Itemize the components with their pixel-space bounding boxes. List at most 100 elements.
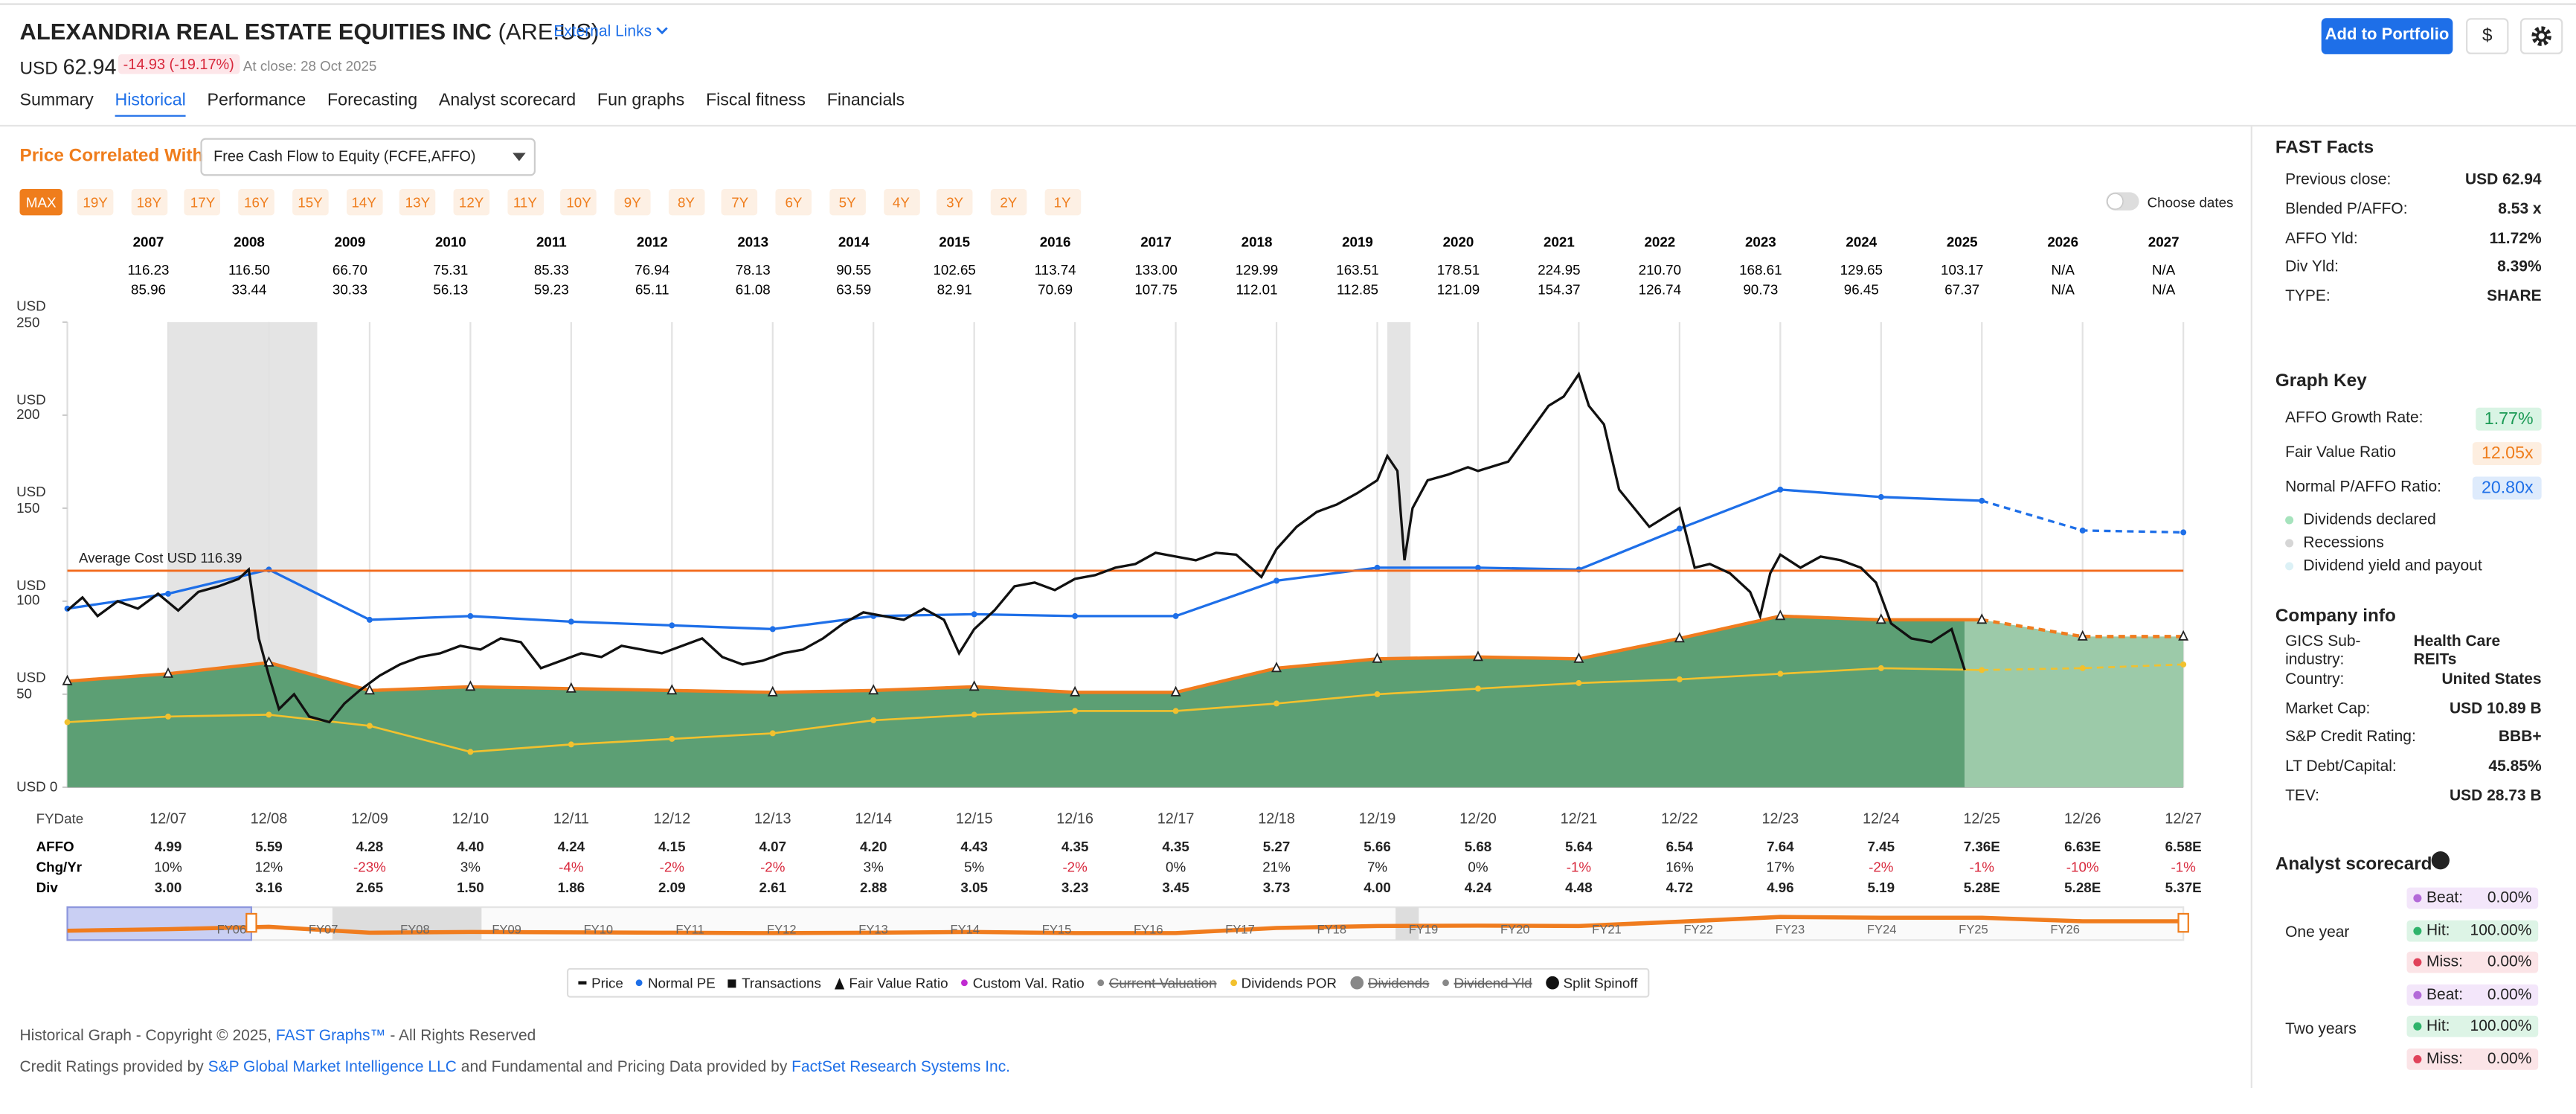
fair-value-marker [1070,685,1081,697]
x-tick-label: 12/18 [1258,810,1295,827]
period-label: Two years [2285,1019,2357,1038]
tab[interactable]: Forecasting [327,90,418,110]
legend-label[interactable]: Custom Val. Ratio [972,974,1085,991]
year-header: 2007 [133,234,164,249]
range-button[interactable]: 16Y [238,188,275,216]
tab[interactable]: Historical [115,90,186,117]
range-button[interactable]: 15Y [292,188,329,216]
range-button[interactable]: 4Y [883,188,919,216]
info-icon[interactable] [2431,851,2450,870]
legend-label[interactable]: Fair Value Ratio [849,974,948,991]
legend-item[interactable]: Price [578,975,623,991]
range-button[interactable]: 5Y [829,188,866,216]
fiscal-cell: 4.99 [155,839,182,854]
range-button[interactable]: 12Y [453,188,489,216]
tab[interactable]: Fun graphs [597,90,685,110]
choose-dates[interactable]: Choose dates [2147,193,2234,211]
dividend-point [2079,665,2086,671]
tab[interactable]: Analyst scorecard [438,90,576,110]
range-button[interactable]: 19Y [77,188,114,216]
fiscal-cell: 3% [864,859,884,875]
legend-label[interactable]: Price [591,974,623,991]
legend-label[interactable]: Split Spinoff [1563,974,1638,991]
legend-label[interactable]: Transactions [742,974,821,991]
range-button[interactable]: 1Y [1044,188,1081,216]
tab[interactable]: Fiscal fitness [705,90,806,110]
factset-link[interactable]: FactSet Research Systems Inc. [791,1058,1011,1077]
legend-item[interactable]: Normal PE [636,974,716,991]
range-button[interactable]: 10Y [560,188,597,216]
range-button[interactable]: 6Y [775,188,812,216]
tab[interactable]: Performance [207,90,306,110]
tab[interactable]: Financials [826,90,905,110]
navigator-label: FY17 [1225,922,1255,936]
correlated-select[interactable]: Free Cash Flow to Equity (FCFE,AFFO) [200,138,536,176]
legend-label[interactable]: Dividends [1367,974,1430,991]
y-tick-label: USD 50 [16,669,46,702]
year-cell: N/A [2052,262,2075,278]
legend-label[interactable]: Current Valuation [1108,974,1217,991]
range-button[interactable]: 14Y [345,188,382,216]
fiscal-cell: 1.86 [558,880,585,895]
legend-item[interactable]: Current Valuation [1097,974,1217,991]
normal-pe-point [1474,564,1481,571]
range-button[interactable]: MAX [19,188,62,216]
x-tick-label: 12/07 [150,810,187,827]
legend-item[interactable]: Dividend Yld [1442,975,1532,991]
score-value: 0.00% [2487,1049,2532,1068]
key-item-label: Recessions [2303,534,2384,552]
fiscal-cell: 7.64 [1767,839,1794,854]
fiscal-cell: 5% [964,859,984,875]
score-badge: Miss: 0.00% [2406,951,2539,973]
settings-button[interactable] [2519,18,2563,54]
dividend-point [467,749,474,755]
year-cell: 61.08 [736,281,771,297]
legend-label[interactable]: Normal PE [647,974,716,991]
legend-item[interactable]: Custom Val. Ratio [961,974,1085,991]
range-button[interactable]: 17Y [184,188,221,216]
range-button[interactable]: 8Y [668,188,704,216]
range-button[interactable]: 13Y [399,188,436,216]
range-button[interactable]: 2Y [990,188,1027,216]
range-button[interactable]: 11Y [507,188,544,216]
legend-item[interactable]: Split Spinoff [1545,975,1637,991]
year-cell: 126.74 [1639,281,1681,297]
fastgraphs-link[interactable]: FAST Graphs™ [275,1027,386,1046]
fair-value-marker [1473,650,1483,662]
legend-symbol [1545,976,1558,990]
legend-label[interactable]: Dividends POR [1241,974,1337,991]
year-header: 2011 [536,234,567,249]
toggle[interactable] [2106,192,2139,211]
legend-item[interactable]: Fair Value Ratio [834,974,948,991]
select-text[interactable]: Free Cash Flow to Equity (FCFE,AFFO) [213,147,476,164]
fiscal-cell: 3.45 [1162,880,1189,895]
fiscal-cell: 3.73 [1263,880,1291,895]
add-portfolio-button[interactable]: Add to Portfolio [2321,18,2453,54]
external-links[interactable]: External Links [553,23,669,41]
legend-symbol [578,982,587,985]
score-dot [2413,990,2422,999]
range-button[interactable]: 18Y [130,188,167,216]
tab[interactable]: Summary [19,90,94,110]
year-header: 2026 [2047,234,2078,249]
legend-symbol [636,979,643,987]
external-links-text[interactable]: External Links [553,22,652,42]
range-button[interactable]: 7Y [722,188,759,216]
range-button[interactable]: 9Y [614,188,651,216]
legend-item[interactable]: Dividends [1349,974,1430,991]
y-tick-label: USD 0 [16,778,58,795]
legend-item[interactable]: Transactions [728,974,821,991]
score-value: 0.00% [2487,985,2532,1004]
range-button[interactable]: 3Y [937,188,973,216]
year-header: 2022 [1644,234,1675,249]
normal-pe-point [1374,564,1381,571]
sp-link[interactable]: S&P Global Market Intelligence LLC [208,1058,457,1077]
dividend-point [568,741,574,748]
key-item-label: Dividend yield and payout [2303,556,2482,575]
fair-value-marker [1271,662,1282,673]
dividend-point [64,719,71,726]
legend-label[interactable]: Dividend Yld [1454,974,1532,991]
legend-item[interactable]: Dividends POR [1230,975,1337,991]
info-row: AFFO Yld: 11.72% [2285,224,2542,253]
currency-button[interactable]: $ [2466,18,2509,54]
